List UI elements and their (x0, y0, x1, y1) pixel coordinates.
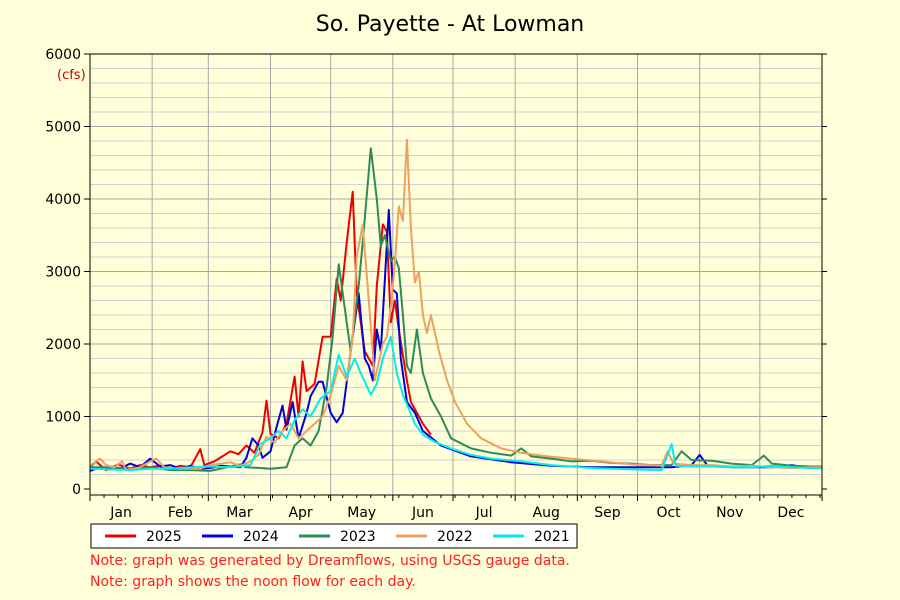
grid-layer (90, 54, 822, 495)
x-tick-label: Nov (716, 505, 743, 521)
legend: 2025 2024 2023 2022 2021 (90, 523, 578, 549)
x-tick-label: Feb (168, 505, 193, 521)
x-tick-label: Aug (533, 505, 560, 521)
plot-frame (89, 53, 823, 496)
x-tick-label: Mar (226, 505, 253, 521)
chart-title: So. Payette - At Lowman (315, 12, 585, 37)
y-tick-label: 0 (72, 482, 81, 498)
y-tick-label: 3000 (45, 265, 81, 281)
y-tick-label: 5000 (45, 120, 81, 136)
y-axis-unit-label: (cfs) (57, 68, 86, 83)
note-noon-flow: Note: graph shows the noon flow for each… (90, 574, 416, 590)
x-tick-label: Jan (109, 505, 132, 521)
series-line-2024 (89, 208, 823, 472)
y-tick-label: 1000 (45, 410, 81, 426)
legend-label-2024: 2024 (243, 529, 279, 545)
x-tick-label: Jun (411, 505, 434, 521)
legend-label-2025: 2025 (146, 529, 182, 545)
x-tick-label: Dec (777, 505, 804, 521)
axis-layer: 0 1000 2000 3000 4000 5000 6000 Jan Feb Mar Apr May… (45, 47, 827, 521)
legend-label-2022: 2022 (437, 529, 473, 545)
y-tick-label: 2000 (45, 337, 81, 353)
series-line-2021 (89, 335, 822, 472)
x-tick-label: Sep (594, 505, 621, 521)
x-tick-label: May (347, 505, 376, 521)
x-tick-label: Jul (475, 505, 493, 521)
x-tick-label: Oct (656, 505, 681, 521)
y-tick-label: 4000 (45, 192, 81, 208)
legend-label-2021: 2021 (534, 529, 570, 545)
series-layer (89, 138, 823, 472)
series-line-2022 (89, 138, 822, 472)
legend-label-2023: 2023 (340, 529, 376, 545)
x-tick-label: Apr (288, 505, 312, 521)
series-line-2023 (90, 147, 822, 472)
y-tick-label: 6000 (45, 47, 81, 63)
note-data-source: Note: graph was generated by Dreamflows,… (90, 553, 570, 569)
